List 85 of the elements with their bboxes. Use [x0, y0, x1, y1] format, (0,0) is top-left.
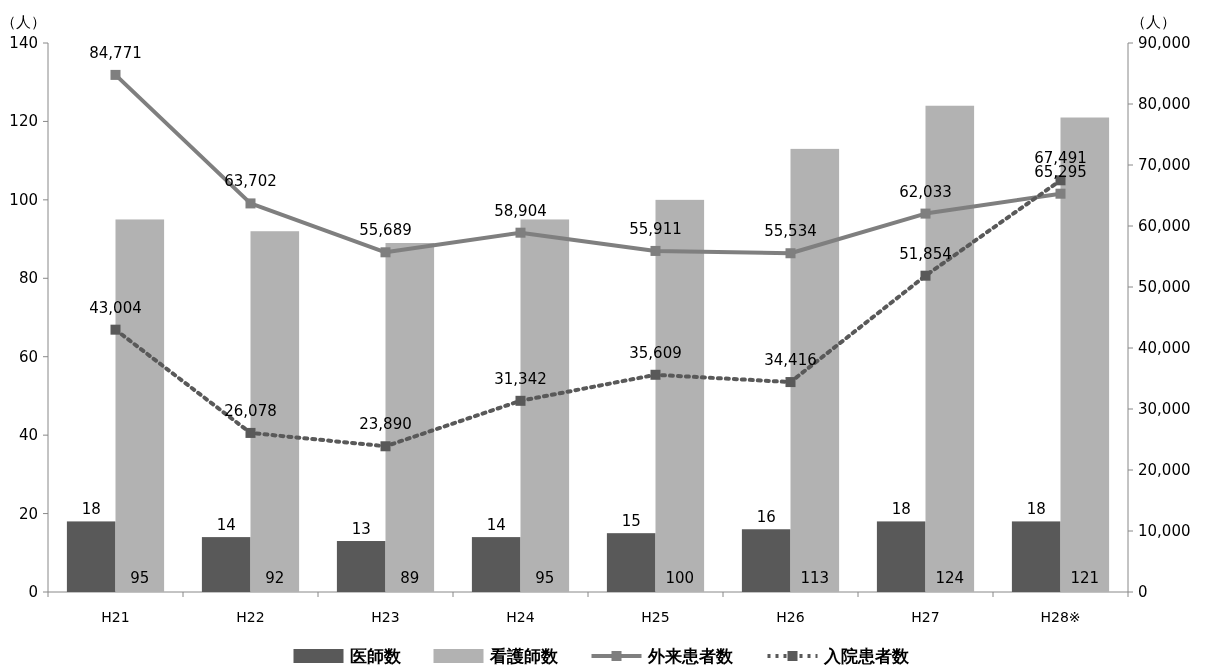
- data-label: 18: [1026, 500, 1046, 519]
- y2-tick-label: 0: [1138, 583, 1148, 601]
- bar: [606, 533, 656, 592]
- point: [785, 248, 796, 259]
- data-label: 55,911: [629, 219, 682, 238]
- y2-tick-label: 70,000: [1138, 156, 1191, 174]
- x-tick-label: H21: [101, 609, 130, 625]
- point: [380, 247, 391, 258]
- y-tick-label: 120: [9, 112, 38, 131]
- y-axis-title: （人）: [0, 13, 46, 31]
- point: [110, 69, 121, 80]
- y2-tick-label: 40,000: [1138, 339, 1191, 357]
- y2-tick-label: 60,000: [1138, 217, 1191, 235]
- bar: [741, 529, 791, 592]
- data-label: 51,854: [899, 244, 952, 263]
- point: [515, 227, 526, 238]
- point: [920, 208, 931, 219]
- bar: [336, 541, 386, 592]
- y2-tick-label: 50,000: [1138, 278, 1191, 296]
- point: [515, 395, 526, 406]
- data-label: 95: [130, 569, 150, 587]
- data-label: 55,534: [764, 222, 817, 241]
- point: [1055, 188, 1066, 199]
- point: [785, 377, 796, 388]
- y2-axis-title: （人）: [1130, 13, 1176, 31]
- y-tick-label: 60: [18, 347, 38, 366]
- y-tick-label: 80: [18, 269, 38, 288]
- y-tick-label: 20: [18, 504, 38, 523]
- point: [110, 324, 121, 335]
- point: [245, 427, 256, 438]
- x-tick-label: H25: [641, 609, 670, 625]
- point: [650, 369, 661, 380]
- bar: [201, 537, 251, 592]
- data-label: 63,702: [224, 172, 277, 191]
- data-label: 14: [486, 516, 506, 535]
- data-label: 124: [935, 569, 965, 587]
- point: [650, 245, 661, 256]
- data-label: 62,033: [899, 182, 952, 201]
- data-label: 84,771: [89, 43, 142, 62]
- bar: [471, 537, 521, 592]
- data-label: 31,342: [494, 369, 547, 388]
- y2-tick-label: 20,000: [1138, 461, 1191, 479]
- data-label: 89: [400, 569, 420, 587]
- x-tick-label: H28※: [1040, 609, 1081, 625]
- data-label: 121: [1070, 569, 1100, 587]
- bar: [66, 521, 116, 592]
- data-label: 14: [216, 516, 236, 535]
- data-label: 26,078: [224, 401, 277, 420]
- y-tick-label: 100: [9, 190, 38, 209]
- x-tick-label: H23: [371, 609, 400, 625]
- point: [920, 270, 931, 281]
- data-label: 95: [535, 569, 555, 587]
- data-label: 55,689: [359, 221, 412, 240]
- bar: [876, 521, 926, 592]
- x-tick-label: H22: [236, 609, 265, 625]
- data-label: 13: [351, 520, 371, 539]
- data-label: 58,904: [494, 201, 547, 220]
- data-label: 23,890: [359, 415, 412, 434]
- y2-tick-label: 80,000: [1138, 95, 1191, 113]
- legend-label: 看護師数: [488, 646, 559, 666]
- legend-label: 医師数: [349, 646, 402, 666]
- y-tick-label: 0: [28, 583, 38, 601]
- data-label: 100: [665, 569, 695, 587]
- data-label: 15: [621, 512, 641, 531]
- data-label: 113: [800, 569, 830, 587]
- data-label: 16: [756, 508, 776, 527]
- data-label: 92: [265, 569, 285, 587]
- bar: [1011, 521, 1061, 592]
- data-label: 35,609: [629, 343, 682, 362]
- legend-label: 入院患者数: [822, 646, 910, 666]
- data-label: 43,004: [89, 298, 142, 317]
- data-label: 18: [81, 500, 101, 519]
- x-tick-label: H26: [776, 609, 805, 625]
- legend-label: 外来患者数: [646, 646, 734, 666]
- y2-tick-label: 10,000: [1138, 522, 1191, 540]
- y-tick-label: 140: [9, 34, 38, 52]
- y2-tick-label: 90,000: [1138, 34, 1191, 52]
- x-tick-label: H27: [911, 609, 940, 625]
- x-tick-label: H24: [506, 609, 535, 625]
- point: [245, 198, 256, 209]
- y-tick-label: 40: [18, 426, 38, 445]
- point: [380, 441, 391, 452]
- data-label: 18: [891, 500, 911, 519]
- y2-tick-label: 30,000: [1138, 400, 1191, 418]
- data-label: 34,416: [764, 351, 817, 370]
